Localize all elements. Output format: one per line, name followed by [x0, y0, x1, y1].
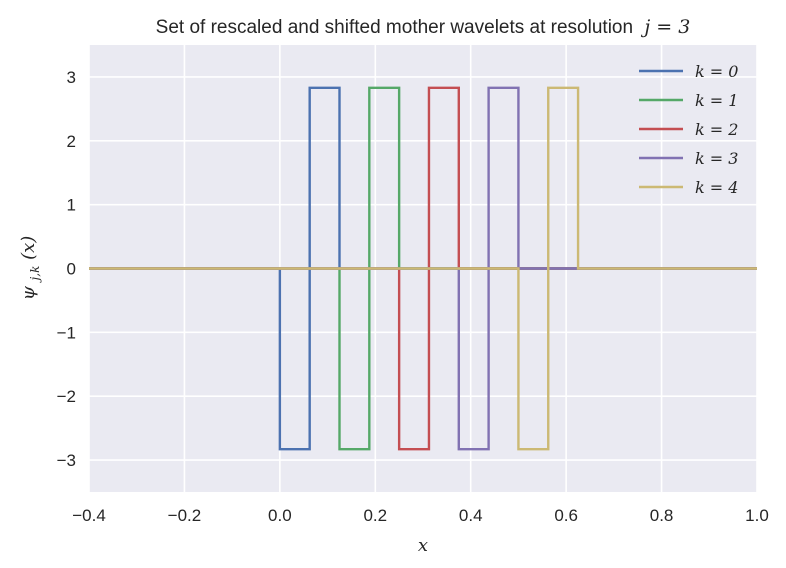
legend-label-k4: k = 4 — [695, 178, 738, 197]
series-group — [89, 86, 757, 451]
x-tick-label: 0.4 — [459, 506, 483, 525]
grid — [88, 45, 758, 492]
y-tick-label: −2 — [57, 387, 76, 406]
legend-label-k2: k = 2 — [695, 120, 738, 139]
x-tick-label: 0.6 — [554, 506, 578, 525]
x-tick-label: 0.0 — [268, 506, 292, 525]
legend: k = 0 k = 1 k = 2 k = 3 k = 4 — [639, 62, 738, 197]
y-axis-label-base: ψ — [18, 285, 39, 300]
chart-title-text: Set of rescaled and shifted mother wavel… — [156, 17, 633, 38]
y-axis-label: ψ j,k (x) — [18, 236, 44, 301]
x-axis-label: x — [418, 535, 428, 556]
chart-title: Set of rescaled and shifted mother wavel… — [156, 16, 691, 38]
chart-title-math: j = 3 — [640, 16, 690, 38]
y-tick-label: 3 — [67, 68, 76, 87]
y-tick-label: 1 — [67, 196, 76, 215]
y-axis-label-sub: j,k — [28, 266, 42, 284]
legend-label-k0: k = 0 — [695, 62, 738, 81]
y-tick-label: −3 — [57, 451, 76, 470]
y-tick-label: 0 — [67, 260, 76, 279]
x-tick-label: −0.2 — [168, 506, 202, 525]
y-tick-labels: 3 2 1 0 −1 −2 −3 — [57, 68, 76, 470]
y-tick-label: 2 — [67, 132, 76, 151]
series-line-k4 — [89, 86, 757, 451]
legend-label-k1: k = 1 — [695, 91, 738, 110]
x-tick-label: −0.4 — [72, 506, 106, 525]
legend-label-k3: k = 3 — [695, 149, 738, 168]
x-tick-label: 1.0 — [745, 506, 769, 525]
x-tick-label: 0.8 — [650, 506, 674, 525]
y-axis-label-arg: (x) — [18, 236, 39, 260]
x-tick-labels: −0.4 −0.2 0.0 0.2 0.4 0.6 0.8 1.0 — [72, 506, 769, 525]
y-tick-label: −1 — [57, 323, 76, 342]
x-tick-label: 0.2 — [363, 506, 387, 525]
